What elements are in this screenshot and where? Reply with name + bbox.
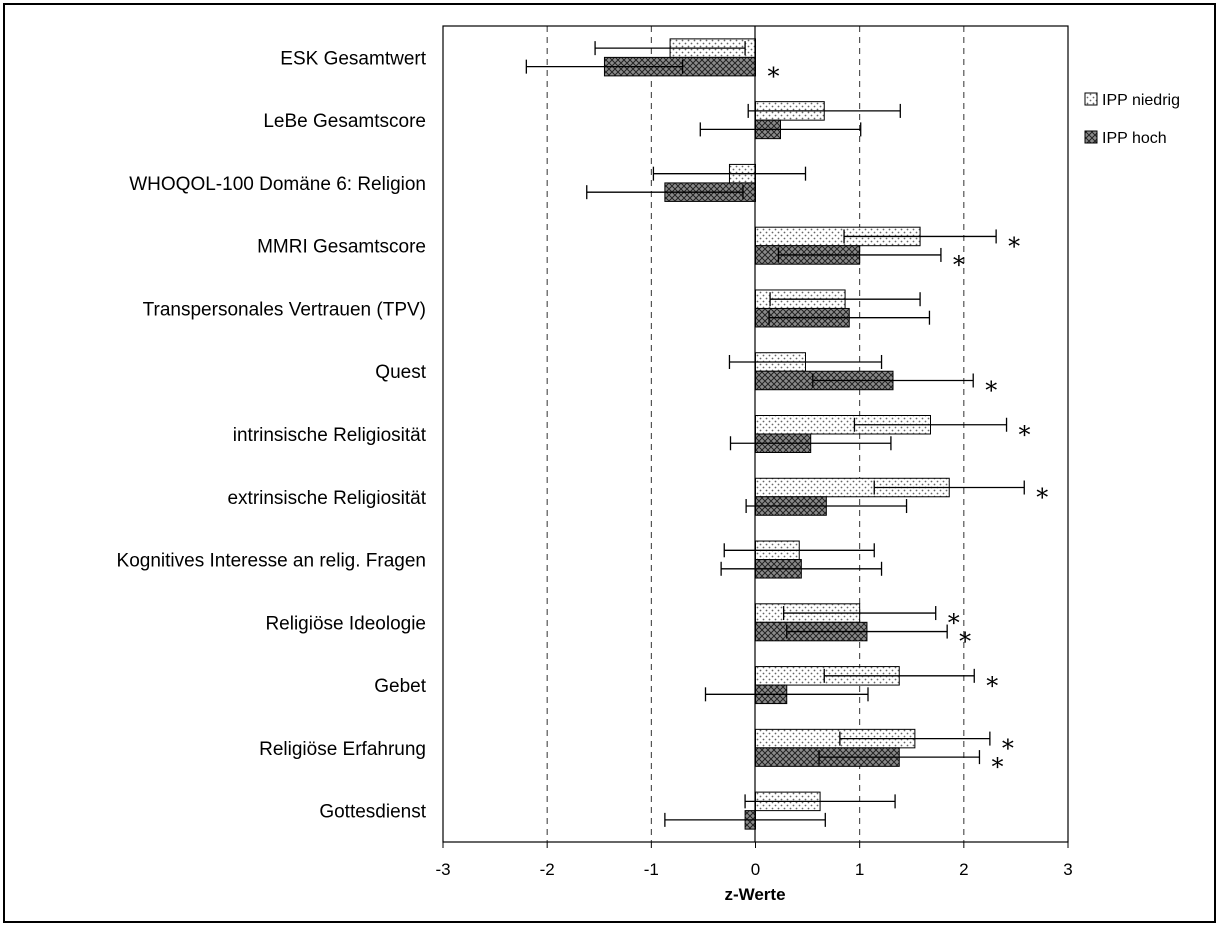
significance-asterisk: *: [985, 376, 997, 404]
category-label: Gebet: [374, 676, 426, 697]
category-label: extrinsische Religiosität: [227, 488, 426, 509]
significance-asterisk: *: [986, 672, 998, 700]
x-tick-label: 0: [751, 860, 760, 879]
legend-label-ipp-hoch: IPP hoch: [1102, 130, 1167, 147]
category-labels-group: ESK Gesamtwert LeBe Gesamtscore WHOQOL-100…: [117, 48, 427, 822]
category-label: Quest: [375, 362, 426, 383]
category-label: Transpersonales Vertrauen (TPV): [143, 299, 426, 320]
x-axis-title: z-Werte: [724, 885, 785, 904]
category-label: Kognitives Interesse an relig. Fragen: [117, 551, 426, 572]
category-label: WHOQOL-100 Domäne 6: Religion: [129, 174, 426, 195]
significance-asterisk: *: [1019, 421, 1031, 449]
category-label: ESK Gesamtwert: [280, 48, 426, 69]
significance-asterisk: *: [1008, 232, 1020, 260]
significance-asterisk: *: [948, 609, 960, 637]
significance-marks-group: ***********: [768, 63, 1049, 781]
error-bars-group: [525, 41, 1025, 827]
category-label: Religiöse Ideologie: [265, 613, 426, 634]
x-tick-label: -2: [540, 860, 555, 879]
chart-frame: [3, 3, 1216, 923]
significance-asterisk: *: [1002, 735, 1014, 763]
category-label: MMRI Gesamtscore: [257, 237, 426, 258]
significance-asterisk: *: [1036, 484, 1048, 512]
legend-swatch-ipp-niedrig: [1084, 92, 1098, 106]
legend-label-ipp-niedrig: IPP niedrig: [1102, 92, 1180, 109]
category-label: Gottesdienst: [319, 802, 426, 823]
category-label: LeBe Gesamtscore: [263, 111, 426, 132]
significance-asterisk: *: [959, 628, 971, 656]
x-tick-label: 1: [855, 860, 864, 879]
legend-swatch-ipp-hoch: [1084, 130, 1098, 144]
x-tick-label: 2: [959, 860, 968, 879]
significance-asterisk: *: [953, 251, 965, 279]
x-tick-label: -3: [435, 860, 450, 879]
x-tick-label: -1: [644, 860, 659, 879]
category-label: intrinsische Religiosität: [233, 425, 427, 446]
category-label: Religiöse Erfahrung: [259, 739, 426, 760]
legend: IPP niedrig IPP hoch: [1084, 92, 1180, 147]
x-tick-label: 3: [1063, 860, 1072, 879]
significance-asterisk: *: [991, 753, 1003, 781]
significance-asterisk: *: [768, 63, 780, 91]
bars-group: [603, 38, 950, 830]
x-ticks-group: -3 -2 -1 0 1 2 3: [435, 842, 1073, 879]
